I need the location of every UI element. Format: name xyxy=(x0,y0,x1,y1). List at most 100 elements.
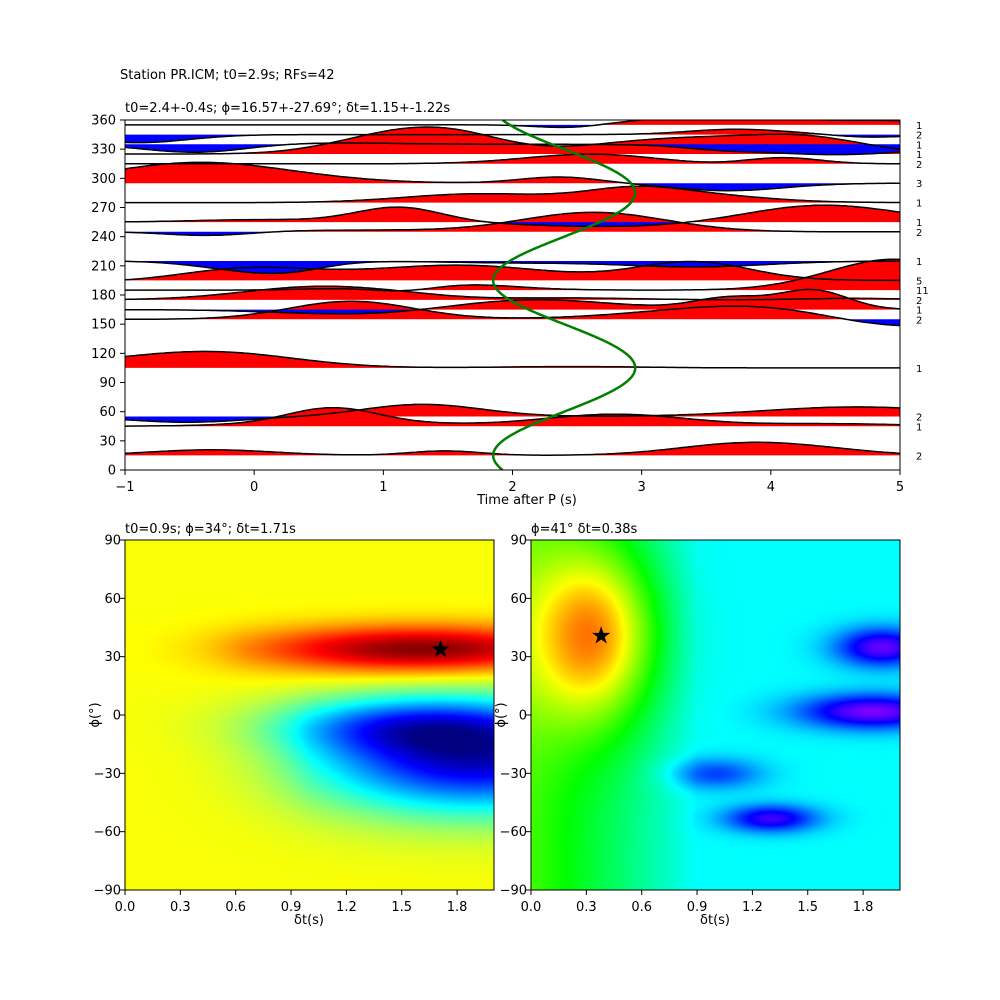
y-tick-label: 90 xyxy=(104,534,121,549)
y-tick-label: 0 xyxy=(519,709,527,724)
y-tick-label: 90 xyxy=(510,534,527,549)
x-tick-label: 1.8 xyxy=(853,900,874,915)
y-tick-label: 60 xyxy=(99,405,116,420)
y-tick-label: 90 xyxy=(99,376,116,391)
y-tick-label: 240 xyxy=(91,230,116,245)
x-tick-label: 0.0 xyxy=(115,900,136,915)
trace-negative-fill xyxy=(125,260,900,274)
trace-count: 5 xyxy=(916,276,922,287)
y-tick-label: 60 xyxy=(104,592,121,607)
trace-line xyxy=(125,285,900,301)
y-tick-label: −30 xyxy=(94,767,121,782)
trace-count: 2 xyxy=(916,131,922,142)
x-tick-label: 1.2 xyxy=(336,900,357,915)
trace-line xyxy=(125,161,900,192)
y-tick-label: 60 xyxy=(510,592,527,607)
left-heatmap-y-axis: −90 −60 −30 0 30 60 90 xyxy=(94,534,125,899)
x-tick-label: 3 xyxy=(638,480,646,495)
top-x-label: Time after P (s) xyxy=(476,493,577,508)
trace-count: 2 xyxy=(916,228,922,239)
y-tick-label: 360 xyxy=(91,114,116,129)
y-tick-label: −60 xyxy=(500,825,527,840)
trace-count: 2 xyxy=(916,160,922,171)
right-heatmap-y-label: ϕ(°) xyxy=(494,702,509,727)
y-tick-label: −90 xyxy=(500,884,527,899)
trace-line xyxy=(125,142,900,156)
trace-count: 2 xyxy=(916,315,922,326)
y-tick-label: 0 xyxy=(113,709,121,724)
x-tick-label: 2 xyxy=(508,480,516,495)
trace-line xyxy=(125,300,900,327)
x-tick-label: 1 xyxy=(379,480,387,495)
trace-line xyxy=(125,185,900,204)
trace-positive-fill xyxy=(125,162,900,184)
x-tick-label: 0.9 xyxy=(281,900,302,915)
trace-positive-fill xyxy=(125,289,900,310)
trace-count: 2 xyxy=(916,296,922,307)
right-best-fit-star: ★ xyxy=(590,621,612,649)
x-tick-label: 1.5 xyxy=(391,900,412,915)
y-tick-label: 180 xyxy=(91,289,116,304)
heatmap-left-panel: t0=0.9s; ϕ=34°; δt=1.71s 0.0 0.3 0.6 0.9 1.2… xyxy=(88,522,495,928)
top-y-axis: 0 30 60 90 120 150 180 210 240 270 300 330 360 xyxy=(91,114,125,479)
left-heatmap-x-axis: 0.0 0.3 0.6 0.9 1.2 1.5 1.8 xyxy=(115,890,467,915)
trace-line xyxy=(125,258,900,292)
x-tick-label: 0.3 xyxy=(170,900,191,915)
trace-negative-fill xyxy=(125,319,900,326)
trace-count: 1 xyxy=(916,422,922,433)
trace-line xyxy=(125,403,900,423)
y-tick-label: 30 xyxy=(510,650,527,665)
y-tick-label: 30 xyxy=(104,650,121,665)
right-heatmap-canvas xyxy=(531,540,900,890)
trace-fills xyxy=(125,120,900,456)
trace-line xyxy=(125,441,900,456)
x-tick-label: −1 xyxy=(115,480,134,495)
trace-line xyxy=(125,350,900,369)
x-tick-label: 0.6 xyxy=(631,900,652,915)
trace-positive-fill xyxy=(125,442,900,456)
left-best-fit-star: ★ xyxy=(430,635,452,663)
trace-positive-fill xyxy=(125,212,900,232)
x-tick-label: 4 xyxy=(767,480,775,495)
y-tick-label: 210 xyxy=(91,259,116,274)
trace-negative-fill xyxy=(125,183,900,191)
trace-negative-fill xyxy=(125,309,900,314)
x-tick-label: 1.5 xyxy=(797,900,818,915)
y-tick-label: 30 xyxy=(99,434,116,449)
trace-count: 3 xyxy=(916,179,922,190)
trace-count: 2 xyxy=(916,451,922,462)
trace-count: 2 xyxy=(916,413,922,424)
trace-line xyxy=(125,406,900,427)
receiver-function-panel: t0=2.4+-0.4s; ϕ=16.57+-27.69°; δt=1.15+-… xyxy=(91,101,929,508)
x-tick-label: 0.3 xyxy=(576,900,597,915)
trace-positive-fill xyxy=(125,154,900,164)
trace-count: 1 xyxy=(916,257,922,268)
trace-positive-fill xyxy=(125,259,900,291)
top-panel-title: t0=2.4+-0.4s; ϕ=16.57+-27.69°; δt=1.15+-… xyxy=(125,101,450,116)
y-tick-label: 270 xyxy=(91,201,116,216)
top-x-axis: −1 0 1 2 3 4 5 xyxy=(115,470,904,495)
x-tick-label: 5 xyxy=(896,480,904,495)
left-heatmap-x-label: δt(s) xyxy=(294,913,324,928)
y-tick-label: −60 xyxy=(94,825,121,840)
trace-count: 1 xyxy=(916,140,922,151)
trace-line xyxy=(125,204,900,228)
y-tick-label: 300 xyxy=(91,172,116,187)
trace-positive-fill xyxy=(125,404,900,417)
right-heatmap-y-axis: −90 −60 −30 0 30 60 90 xyxy=(500,534,531,899)
trace-positive-fill xyxy=(125,301,900,320)
trace-line xyxy=(125,260,900,275)
left-heatmap-title: t0=0.9s; ϕ=34°; δt=1.71s xyxy=(125,522,296,537)
left-heatmap-y-label: ϕ(°) xyxy=(88,702,103,727)
trace-negative-fill xyxy=(125,222,900,227)
x-tick-label: 0.0 xyxy=(521,900,542,915)
x-tick-label: 0.9 xyxy=(687,900,708,915)
trace-count: 1 xyxy=(916,121,922,132)
right-heatmap-title: ϕ=41° δt=0.38s xyxy=(531,522,638,537)
y-tick-label: −30 xyxy=(500,767,527,782)
trace-negative-fill xyxy=(125,134,900,143)
trace-negative-fill xyxy=(125,144,900,155)
figure-title: Station PR.ICM; t0=2.9s; RFs=42 xyxy=(120,68,334,83)
